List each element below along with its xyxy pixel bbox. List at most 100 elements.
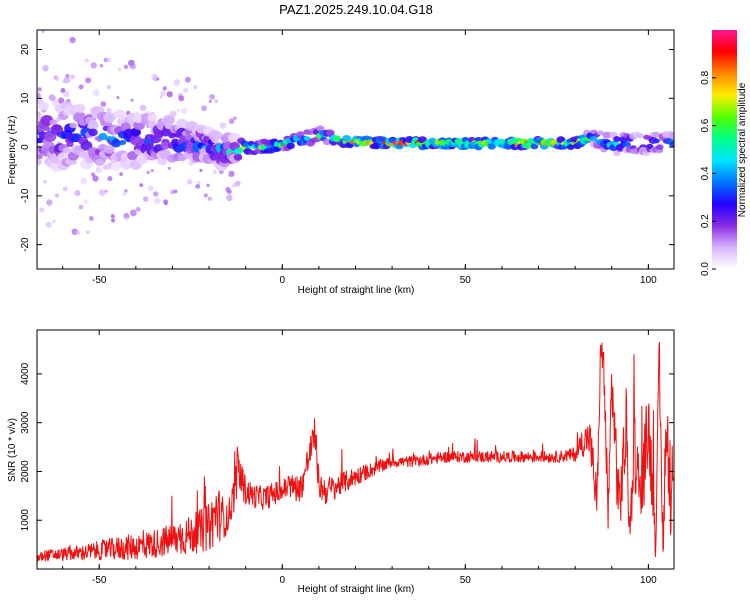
- spectrogram-cell: [613, 150, 621, 157]
- colorbar-gradient: [712, 30, 737, 269]
- spectrogram-cell: [296, 131, 305, 138]
- spectrogram-cell: [487, 143, 496, 150]
- colorbar-label: Normalized spectral amplitude: [737, 82, 748, 217]
- spectrogram-cell: [39, 207, 45, 213]
- spectrogram-cell: [556, 136, 566, 144]
- spectrogram-ticks: -50 0 50 100 -20 -10 0 10 20: [20, 30, 674, 286]
- spectrogram-cell: [636, 132, 644, 139]
- spectrogram-cell: [212, 169, 217, 174]
- spectrogram-cell: [129, 209, 137, 217]
- spectrogram-cell: [83, 199, 88, 204]
- spectrogram-cell: [41, 30, 46, 34]
- spectrogram-x-tick-label: 0: [280, 275, 286, 286]
- spectrogram-cell: [130, 98, 134, 102]
- spectrogram-cell: [234, 180, 241, 187]
- spectrogram-cell: [69, 74, 75, 80]
- colorbar-tick-label: 0.2: [700, 214, 711, 228]
- spectrogram-cell: [43, 126, 51, 132]
- spectrogram-cell: [120, 122, 132, 131]
- spectrogram-cell: [119, 139, 127, 145]
- spectrogram-y-axis-label: Frequency (Hz): [7, 116, 18, 185]
- spectrogram-cell: [139, 183, 144, 188]
- spectrogram-cell: [138, 157, 147, 164]
- spectrogram-cell: [669, 142, 674, 148]
- spectrogram-cell: [37, 87, 42, 92]
- spectrogram-cell: [119, 172, 124, 176]
- spectrogram-cell: [232, 116, 237, 121]
- spectrogram-x-tick-label: -50: [92, 275, 107, 286]
- snr-y-tick-label: 1000: [20, 509, 31, 532]
- spectrogram-cell: [69, 159, 78, 165]
- spectrogram-cell: [88, 216, 94, 221]
- spectrogram-cell: [159, 95, 163, 99]
- spectrogram-cell: [130, 128, 142, 137]
- spectrogram-cell: [78, 204, 84, 210]
- snr-ticks: -50 0 50 100 1000 2000 3000 4000: [20, 330, 674, 586]
- spectrogram-cell: [286, 142, 295, 150]
- spectrogram-cell: [371, 142, 381, 150]
- spectrogram-cell: [160, 141, 171, 150]
- spectrogram-cell: [566, 144, 575, 150]
- spectrogram-x-tick-label: 100: [640, 275, 657, 286]
- spectrogram-cell: [219, 122, 227, 129]
- spectrogram-x-tick-label: 50: [460, 275, 472, 286]
- spectrogram-cell: [104, 189, 108, 193]
- spectrogram-cell: [160, 90, 166, 96]
- snr-y-tick-label: 2000: [20, 460, 31, 483]
- spectrogram-cell: [342, 134, 351, 142]
- spectrogram-cell: [98, 132, 108, 141]
- spectrogram-cell: [646, 143, 654, 149]
- spectrogram-cell: [147, 113, 158, 122]
- spectrogram-cell: [37, 158, 42, 166]
- spectrogram-cell: [122, 192, 127, 197]
- spectrogram-cell: [176, 118, 188, 129]
- spectrogram-cell: [167, 166, 171, 170]
- spectrogram-cell: [139, 104, 147, 112]
- spectrogram-cell: [111, 218, 116, 223]
- colorbar-ticks: 0.0 0.2 0.4 0.6 0.8: [700, 70, 716, 276]
- spectrogram-cell: [303, 136, 311, 141]
- spectrogram-cell: [166, 91, 173, 98]
- spectrogram-cell: [129, 63, 136, 70]
- spectrogram-cell: [110, 214, 115, 219]
- spectrogram-cell: [184, 76, 191, 83]
- snr-x-tick-label: -50: [92, 575, 107, 586]
- snr-x-tick-label: 0: [280, 575, 286, 586]
- spectrogram-cell: [54, 193, 59, 198]
- spectrogram-cell: [596, 130, 604, 136]
- spectrogram-cell: [62, 147, 71, 154]
- spectrogram-cell: [84, 58, 89, 63]
- spectrogram-cell: [124, 216, 129, 221]
- spectrogram-cell: [668, 132, 674, 140]
- spectrogram-cell: [92, 89, 100, 97]
- spectrogram-cell: [228, 118, 235, 124]
- spectrogram-cell: [163, 115, 175, 126]
- snr-x-tick-label: 50: [460, 575, 472, 586]
- spectrogram-cell: [99, 63, 104, 68]
- spectrogram-cell: [43, 179, 48, 184]
- spectrogram-cell: [58, 97, 65, 104]
- spectrogram-cell: [195, 184, 201, 189]
- spectrogram-cell: [208, 99, 212, 103]
- spectrogram-cell: [104, 145, 115, 154]
- spectrogram-cell: [123, 64, 129, 70]
- spectrogram-y-tick-label: -20: [20, 237, 31, 252]
- snr-x-tick-label: 100: [640, 575, 657, 586]
- spectrogram-cell: [65, 73, 70, 78]
- spectrogram-cell: [49, 119, 58, 126]
- spectrogram-cell: [75, 230, 80, 235]
- spectrogram-cell: [207, 196, 213, 201]
- spectrogram-cell: [613, 136, 621, 142]
- spectrogram-cell: [70, 37, 75, 41]
- spectrogram-cell: [111, 139, 122, 148]
- spectrogram-cell: [322, 138, 332, 146]
- spectrogram-cell: [69, 122, 78, 129]
- spectrogram-cell: [38, 101, 50, 111]
- spectrogram-cell: [143, 196, 149, 202]
- spectrogram-cell: [107, 176, 113, 182]
- spectrogram-cell: [63, 90, 70, 98]
- colorbar-tick-label: 0.4: [700, 166, 711, 180]
- spectrogram-cell: [589, 135, 598, 142]
- spectrogram-cell: [103, 112, 116, 123]
- spectrogram-cell: [211, 138, 219, 144]
